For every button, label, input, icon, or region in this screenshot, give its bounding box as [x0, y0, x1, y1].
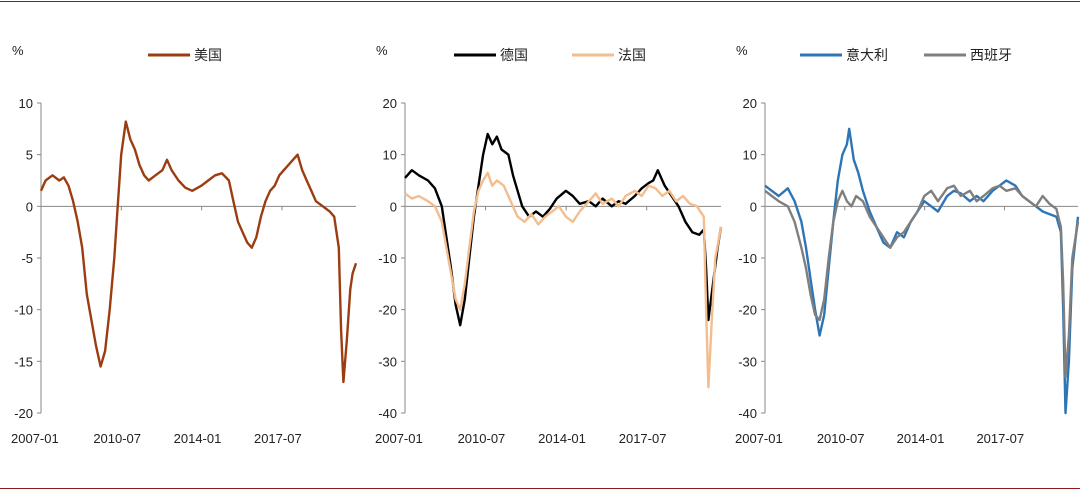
x-tick-label: 2007-01 [11, 431, 59, 446]
x-tick-label: 2017-07 [254, 431, 302, 446]
x-tick-label: 2017-07 [619, 431, 667, 446]
bottom-border [0, 488, 1080, 489]
y-tick-label: -30 [738, 354, 757, 369]
top-border [0, 1, 1080, 2]
series-line-3-1 [764, 127, 1080, 415]
chart-panel-2: % 20 10 0 -10 -20 -30 -40 2007-01 2010-07 2014-01 2… [375, 43, 723, 446]
legend-label: 意大利 [846, 47, 888, 63]
x-tick-label: 2014-01 [538, 431, 586, 446]
x-tick-label: 2014-01 [897, 431, 945, 446]
y-tick-label: 10 [19, 96, 33, 111]
chart-panel-1: % 10 5 0 -5 -10 -15 -20 2007-01 2010-07 2014-01 201… [11, 43, 358, 446]
y-tick-label: 10 [383, 148, 397, 163]
y-tick-label: -20 [14, 406, 33, 421]
y-tick-label: 20 [383, 96, 397, 111]
x-tick-label: 2014-01 [174, 431, 222, 446]
x-tick-label: 2017-07 [976, 431, 1024, 446]
series-line-2-1 [404, 132, 723, 327]
legend-label: 美国 [194, 47, 222, 63]
x-tick-label: 2007-01 [375, 431, 423, 446]
y-tick-label: 0 [750, 199, 757, 214]
chart-panel-3: % 20 10 0 -10 -20 -30 -40 2007-01 2010-07 2014-01 2… [735, 43, 1080, 446]
x-tick-label: 2010-07 [458, 431, 506, 446]
y-tick-label: -10 [378, 251, 397, 266]
y-tick-label: 20 [743, 96, 757, 111]
y-tick-label: 10 [743, 148, 757, 163]
legend-label: 法国 [618, 47, 646, 63]
y-tick-label: -30 [378, 354, 397, 369]
y-tick-label: -10 [738, 251, 757, 266]
y-unit-label: % [736, 43, 748, 58]
x-tick-label: 2010-07 [817, 431, 865, 446]
y-unit-label: % [12, 43, 24, 58]
x-tick-label: 2010-07 [93, 431, 141, 446]
y-tick-label: -20 [378, 303, 397, 318]
y-tick-label: 0 [390, 199, 397, 214]
y-tick-label: -10 [14, 303, 33, 318]
y-tick-label: 0 [26, 199, 33, 214]
y-tick-label: -15 [14, 354, 33, 369]
y-tick-label: -20 [738, 303, 757, 318]
legend-label: 德国 [500, 47, 528, 63]
x-tick-label: 2007-01 [735, 431, 783, 446]
y-tick-label: -40 [738, 406, 757, 421]
y-tick-label: 5 [26, 148, 33, 163]
series-line-3-2 [764, 184, 1080, 378]
y-tick-label: -40 [378, 406, 397, 421]
series-line-2-2 [404, 171, 723, 389]
y-tick-label: -5 [21, 251, 33, 266]
series-line-1-1 [39, 120, 358, 384]
y-unit-label: % [376, 43, 388, 58]
legend-label: 西班牙 [970, 47, 1012, 63]
